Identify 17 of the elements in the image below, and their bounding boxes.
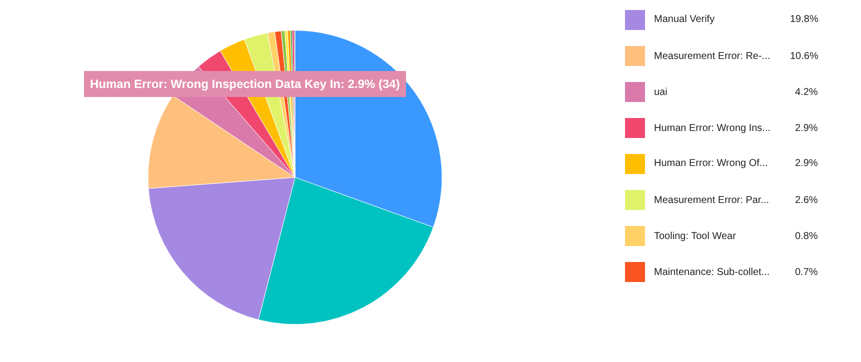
legend-label: Human Error: Wrong Of... [654, 158, 768, 169]
legend-label: Measurement Error: Par... [654, 195, 770, 206]
text: Human Error: Wrong Inspection Data Key In: 2.9% (34) [90, 77, 400, 91]
data-label: 2.9% [795, 123, 818, 134]
data-label: 19.8% [790, 14, 818, 25]
data-label: 4.2% [795, 87, 818, 98]
data-label: 10.6% [790, 51, 818, 62]
legend-label: Maintenance: Sub-collet... [654, 267, 770, 278]
legend-label: Measurement Error: Re-... [654, 51, 770, 62]
legend-label: Tooling: Tool Wear [654, 231, 737, 242]
legend-label: uai [654, 87, 668, 98]
legend-label: Human Error: Wrong Ins... [654, 123, 771, 134]
data-label: 0.7% [795, 267, 818, 278]
data-label: 2.6% [795, 195, 818, 206]
data-label: 2.9% [795, 158, 818, 169]
legend-label: Manual Verify [654, 14, 715, 25]
data-label: 0.8% [795, 231, 818, 242]
